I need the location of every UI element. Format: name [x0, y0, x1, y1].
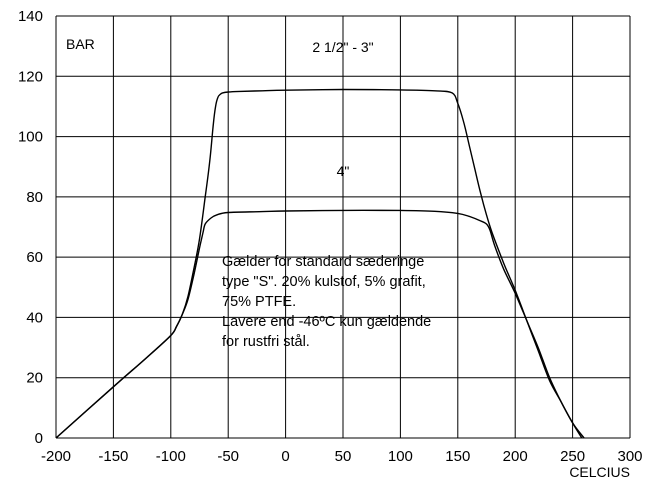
y-tick-label: 120	[18, 68, 43, 85]
y-axis-unit-label: BAR	[66, 36, 95, 52]
x-tick-label: 50	[335, 448, 352, 465]
x-tick-label: 150	[445, 448, 470, 465]
y-tick-label: 100	[18, 129, 43, 146]
annotation-line-3: 75% PTFE.	[222, 294, 296, 310]
tick-labels: -200 -150 -100 -50 0 50 100 150 200 250 300 0 20 40 60…	[18, 8, 643, 465]
x-tick-label: -100	[156, 448, 186, 465]
y-tick-label: 140	[18, 8, 43, 25]
y-tick-label: 20	[26, 370, 43, 387]
y-tick-label: 80	[26, 189, 43, 206]
x-tick-label: 100	[388, 448, 413, 465]
x-tick-label: -200	[41, 448, 71, 465]
annotation-line-1: Gælder for standard sæderinge	[222, 254, 424, 270]
x-tick-label: -50	[217, 448, 239, 465]
x-tick-label: -150	[98, 448, 128, 465]
y-tick-label: 40	[26, 309, 43, 326]
annotation-line-2: type "S". 20% kulstof, 5% grafit,	[222, 274, 426, 290]
x-tick-label: 300	[617, 448, 642, 465]
y-tick-label: 0	[35, 430, 43, 447]
x-axis-unit-label: CELCIUS	[569, 464, 630, 480]
x-tick-label: 200	[503, 448, 528, 465]
annotation-line-4: Lavere end -46ºC kun gældende	[222, 314, 431, 330]
curves	[55, 88, 585, 439]
annotation-line-5: for rustfri stål.	[222, 334, 310, 350]
series-label-2-1-2-3-inch: 2 1/2" - 3"	[312, 39, 373, 55]
grid	[55, 15, 631, 439]
x-tick-label: 0	[281, 448, 289, 465]
annotation-note: Gælder for standard sæderinge type "S". …	[222, 254, 435, 350]
series-line-0	[55, 88, 585, 439]
series-line-1	[55, 209, 583, 439]
x-tick-label: 250	[560, 448, 585, 465]
y-tick-label: 60	[26, 249, 43, 266]
series-label-4-inch: 4"	[337, 163, 350, 179]
